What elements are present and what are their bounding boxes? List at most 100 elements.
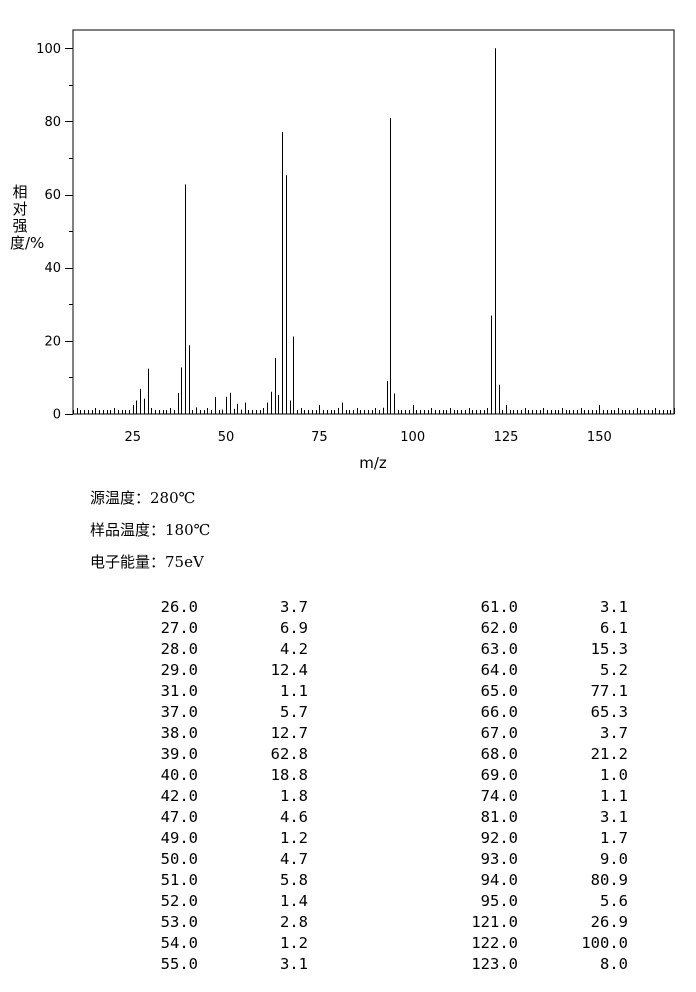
mz-cell: 49.0 [160,829,198,847]
intensity-cell: 26.9 [590,913,628,931]
mz-cell: 53.0 [160,913,198,931]
mz-cell: 40.0 [160,766,198,784]
intensity-cell: 4.6 [280,808,308,826]
x-tick-label: 125 [494,430,519,445]
x-tick-label: 100 [400,430,425,445]
table-row: 39.0 62.8 68.0 21.2 [0,744,696,765]
table-row: 37.0 5.7 66.0 65.3 [0,702,696,723]
intensity-cell: 4.7 [280,850,308,868]
x-tick-label: 150 [587,430,612,445]
mz-cell: 26.0 [160,598,198,616]
condition-electron-energy: 电子能量：75eV [90,553,204,571]
mz-cell: 51.0 [160,871,198,889]
condition-source-temp: 源温度：280℃ [90,489,196,507]
mz-cell: 95.0 [480,892,518,910]
x-tick-label: 75 [311,430,328,445]
mz-cell: 63.0 [480,640,518,658]
intensity-cell: 80.9 [590,871,628,889]
table-row: 27.0 6.9 62.0 6.1 [0,618,696,639]
intensity-cell: 2.8 [280,913,308,931]
mz-cell: 69.0 [480,766,518,784]
mz-cell: 29.0 [160,661,198,679]
mz-cell: 64.0 [480,661,518,679]
intensity-cell: 9.0 [600,850,628,868]
mz-cell: 47.0 [160,808,198,826]
intensity-cell: 1.0 [600,766,628,784]
table-row: 51.0 5.8 94.0 80.9 [0,870,696,891]
mz-cell: 93.0 [480,850,518,868]
intensity-cell: 18.8 [270,766,308,784]
mz-cell: 52.0 [160,892,198,910]
mz-cell: 121.0 [471,913,518,931]
table-row: 54.0 1.2 122.0 100.0 [0,933,696,954]
intensity-cell: 1.2 [280,829,308,847]
intensity-cell: 77.1 [590,682,628,700]
mz-cell: 66.0 [480,703,518,721]
intensity-cell: 15.3 [590,640,628,658]
table-row: 31.0 1.1 65.0 77.1 [0,681,696,702]
mass-spectrum-chart: 25 50 75 100 125 150 0 20 40 60 80 100 m/z [36,29,675,472]
intensity-cell: 1.4 [280,892,308,910]
x-tick-label: 25 [124,430,141,445]
mz-cell: 65.0 [480,682,518,700]
mz-cell: 39.0 [160,745,198,763]
intensity-cell: 62.8 [270,745,308,763]
intensity-cell: 6.9 [280,619,308,637]
mz-cell: 74.0 [480,787,518,805]
mz-cell: 54.0 [160,934,198,952]
mz-cell: 68.0 [480,745,518,763]
intensity-cell: 1.1 [600,787,628,805]
y-axis-label: 相对强度/% [10,183,45,252]
mz-cell: 27.0 [160,619,198,637]
intensity-cell: 5.2 [600,661,628,679]
mz-cell: 92.0 [480,829,518,847]
intensity-cell: 3.7 [600,724,628,742]
mz-cell: 67.0 [480,724,518,742]
intensity-cell: 65.3 [590,703,628,721]
intensity-cell: 4.2 [280,640,308,658]
mz-cell: 94.0 [480,871,518,889]
mz-cell: 61.0 [480,598,518,616]
intensity-cell: 3.1 [600,598,628,616]
table-row: 50.0 4.7 93.0 9.0 [0,849,696,870]
intensity-cell: 100.0 [581,934,628,952]
mz-cell: 55.0 [160,955,198,973]
condition-sample-temp: 样品温度：180℃ [90,521,211,539]
y-tick-label: 80 [44,115,61,130]
y-tick-label: 0 [53,408,61,423]
mz-cell: 50.0 [160,850,198,868]
table-row: 29.0 12.4 64.0 5.2 [0,660,696,681]
x-tick-label: 50 [218,430,235,445]
mz-cell: 123.0 [471,955,518,973]
intensity-cell: 1.2 [280,934,308,952]
table-row: 52.0 1.4 95.0 5.6 [0,891,696,912]
x-axis-ticks: 25 50 75 100 125 150 [73,405,675,445]
intensity-cell: 3.1 [280,955,308,973]
y-axis-ticks: 0 20 40 60 80 100 [36,42,73,423]
y-tick-label: 20 [44,334,61,349]
intensity-cell: 5.7 [280,703,308,721]
x-axis-label: m/z [359,454,387,472]
mz-cell: 28.0 [160,640,198,658]
mz-cell: 62.0 [480,619,518,637]
intensity-cell: 6.1 [600,619,628,637]
table-row: 42.0 1.8 74.0 1.1 [0,786,696,807]
table-row: 26.0 3.7 61.0 3.1 [0,597,696,618]
table-row: 47.0 4.6 81.0 3.1 [0,807,696,828]
mz-cell: 38.0 [160,724,198,742]
intensity-cell: 5.8 [280,871,308,889]
intensity-cell: 21.2 [590,745,628,763]
intensity-cell: 1.8 [280,787,308,805]
y-tick-label: 40 [44,261,61,276]
intensity-cell: 3.1 [600,808,628,826]
intensity-cell: 8.0 [600,955,628,973]
y-tick-label: 100 [36,42,61,57]
intensity-cell: 5.6 [600,892,628,910]
mz-cell: 122.0 [471,934,518,952]
table-row: 49.0 1.2 92.0 1.7 [0,828,696,849]
table-row: 28.0 4.2 63.0 15.3 [0,639,696,660]
intensity-cell: 1.7 [600,829,628,847]
intensity-cell: 12.4 [270,661,308,679]
mz-cell: 37.0 [160,703,198,721]
mz-cell: 31.0 [160,682,198,700]
